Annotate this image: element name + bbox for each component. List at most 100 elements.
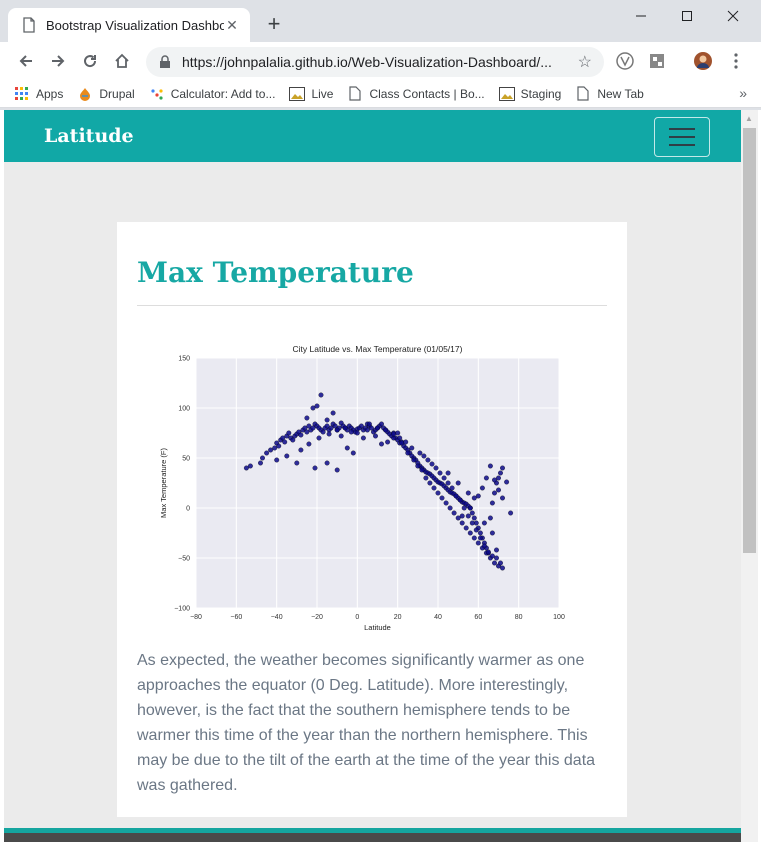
data-point <box>375 425 380 431</box>
data-point <box>441 475 447 481</box>
maximize-button[interactable] <box>664 4 710 28</box>
reload-button[interactable] <box>78 49 102 73</box>
data-point <box>492 490 497 496</box>
data-point <box>475 493 481 499</box>
bookmark-live[interactable]: Live <box>289 86 333 102</box>
back-button[interactable] <box>14 49 38 73</box>
data-point <box>411 457 417 463</box>
data-point <box>379 441 384 447</box>
new-tab-button[interactable]: + <box>267 11 281 36</box>
data-point <box>348 429 354 435</box>
data-point <box>415 463 421 469</box>
bookmark-class-contacts[interactable]: Class Contacts | Bo... <box>347 86 485 102</box>
data-point <box>433 465 439 471</box>
data-point <box>268 447 274 453</box>
page-icon <box>575 86 591 102</box>
data-point <box>385 439 391 445</box>
close-window-button[interactable] <box>710 4 756 28</box>
scrollbar-thumb[interactable] <box>743 128 756 553</box>
data-point <box>409 445 415 451</box>
data-point <box>304 429 310 435</box>
data-point <box>247 463 253 469</box>
vivaldi-extension-icon[interactable] <box>616 52 634 70</box>
tab-title: Bootstrap Visualization Dashboar <box>46 17 224 33</box>
data-point <box>358 423 364 429</box>
data-point <box>489 500 495 506</box>
address-bar[interactable]: https://johnpalalia.github.io/Web-Visual… <box>146 47 604 77</box>
image-icon <box>498 86 515 102</box>
x-tick-label: 60 <box>474 614 482 621</box>
data-point <box>473 527 479 533</box>
minimize-button[interactable] <box>618 4 664 28</box>
data-point <box>383 427 389 433</box>
arrow-right-icon <box>52 55 65 67</box>
navbar-toggle-button[interactable] <box>654 117 710 157</box>
data-point <box>274 457 280 463</box>
data-point <box>306 423 312 429</box>
data-point <box>427 480 433 486</box>
data-point <box>318 392 324 398</box>
bookmark-apps[interactable]: Apps <box>14 86 63 102</box>
window-edge <box>0 110 4 842</box>
bookmark-new-tab[interactable]: New Tab <box>575 86 644 102</box>
bookmark-staging[interactable]: Staging <box>498 86 561 102</box>
data-point <box>494 547 499 553</box>
data-point <box>500 495 505 501</box>
data-point <box>425 457 431 463</box>
data-point <box>455 480 461 486</box>
data-point <box>492 560 497 566</box>
lock-icon <box>160 55 170 68</box>
home-button[interactable] <box>110 49 134 73</box>
x-tick-label: 80 <box>515 614 523 621</box>
data-point <box>500 565 505 571</box>
forward-button[interactable] <box>46 49 70 73</box>
data-point <box>284 453 290 459</box>
data-point <box>487 463 493 469</box>
site-navbar: Latitude <box>4 110 741 162</box>
browser-tab[interactable]: Bootstrap Visualization Dashboar ✕ <box>8 8 250 42</box>
home-icon <box>115 53 129 68</box>
scrollbar[interactable]: ▲ <box>741 110 758 842</box>
data-point <box>405 450 411 456</box>
data-point <box>479 485 485 491</box>
data-point <box>494 555 499 561</box>
data-point <box>445 470 451 476</box>
data-point <box>280 435 286 441</box>
navbar-brand[interactable]: Latitude <box>44 125 134 147</box>
data-point <box>298 447 304 453</box>
data-point <box>258 460 263 466</box>
data-point <box>475 540 481 546</box>
data-point <box>471 495 477 501</box>
more-bookmarks-icon[interactable]: » <box>739 85 747 101</box>
data-point <box>465 490 471 496</box>
data-point <box>459 520 465 526</box>
avatar[interactable] <box>694 52 712 70</box>
y-tick-label: 150 <box>178 356 190 363</box>
close-tab-icon[interactable]: ✕ <box>226 16 238 33</box>
chart-description: As expected, the weather becomes signifi… <box>137 652 596 794</box>
star-icon[interactable]: ☆ <box>577 54 592 71</box>
calculator-icon <box>149 86 165 102</box>
scroll-up-icon[interactable]: ▲ <box>745 114 753 123</box>
data-point <box>471 535 477 541</box>
data-point <box>477 535 483 541</box>
data-point <box>391 431 397 437</box>
data-point <box>302 425 308 431</box>
bookmark-label: Live <box>311 86 334 101</box>
data-point <box>431 485 437 491</box>
bookmark-calculator[interactable]: Calculator: Add to... <box>149 86 275 102</box>
tab-strip: Bootstrap Visualization Dashboar ✕ + <box>0 0 761 42</box>
data-point <box>481 520 487 526</box>
bookmark-label: New Tab <box>597 86 644 101</box>
data-point <box>342 425 348 431</box>
x-tick-label: 40 <box>434 614 442 621</box>
data-point <box>435 490 441 496</box>
bookmark-drupal[interactable]: Drupal <box>77 86 135 102</box>
close-icon <box>727 10 739 22</box>
data-point <box>403 439 409 445</box>
extension-icon[interactable] <box>648 52 666 70</box>
data-point <box>395 430 401 436</box>
data-point <box>419 467 425 473</box>
menu-icon[interactable] <box>727 52 745 70</box>
data-point <box>312 465 318 471</box>
